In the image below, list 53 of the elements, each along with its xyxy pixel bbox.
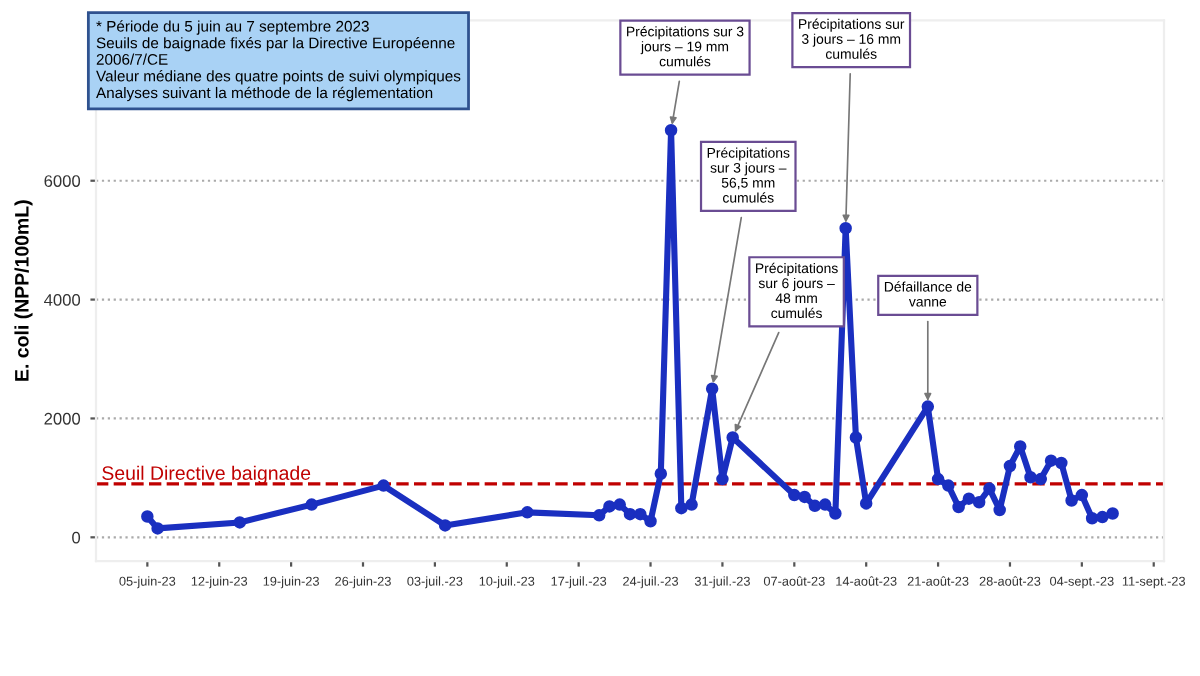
point [1003, 459, 1017, 473]
point [141, 510, 154, 523]
point [1055, 456, 1068, 470]
point [1075, 488, 1089, 502]
point [1065, 494, 1078, 507]
point [675, 501, 688, 515]
point [818, 498, 832, 511]
point [942, 479, 955, 492]
point [1096, 510, 1109, 524]
point [952, 500, 965, 514]
point [377, 479, 390, 492]
point [592, 509, 606, 522]
point [972, 495, 986, 509]
point [808, 499, 822, 513]
point [788, 488, 801, 502]
point [1034, 472, 1048, 486]
y-tick-label: 2000 [44, 412, 81, 425]
point [859, 497, 873, 510]
point [613, 498, 626, 511]
ref-line-label: Seuil Directive baignade [102, 465, 311, 484]
point [1085, 512, 1099, 525]
point [921, 400, 935, 413]
point [798, 490, 811, 504]
point [685, 498, 698, 511]
point [983, 482, 996, 495]
point [1013, 440, 1027, 453]
point [849, 431, 863, 444]
point [726, 431, 739, 444]
y-tick-label: 6000 [44, 175, 81, 187]
point [151, 522, 164, 535]
point [1044, 454, 1058, 467]
y-tick-label: 0 [72, 531, 81, 544]
point [233, 516, 247, 529]
y-axis-title: E. coli (NPP/100mL) [14, 200, 33, 381]
y-tick-label: 4000 [44, 294, 81, 306]
point [623, 507, 637, 521]
point [839, 222, 852, 235]
point [993, 503, 1006, 517]
point [829, 507, 842, 520]
point [962, 492, 976, 505]
point [654, 467, 668, 480]
point [664, 123, 678, 137]
point [438, 519, 452, 532]
point [1024, 471, 1037, 484]
point [644, 515, 657, 528]
point [521, 506, 534, 519]
point [716, 472, 729, 486]
point [931, 472, 945, 486]
point [634, 507, 647, 521]
point [305, 498, 318, 511]
point [705, 382, 719, 395]
point [1106, 507, 1119, 520]
point [603, 500, 616, 513]
